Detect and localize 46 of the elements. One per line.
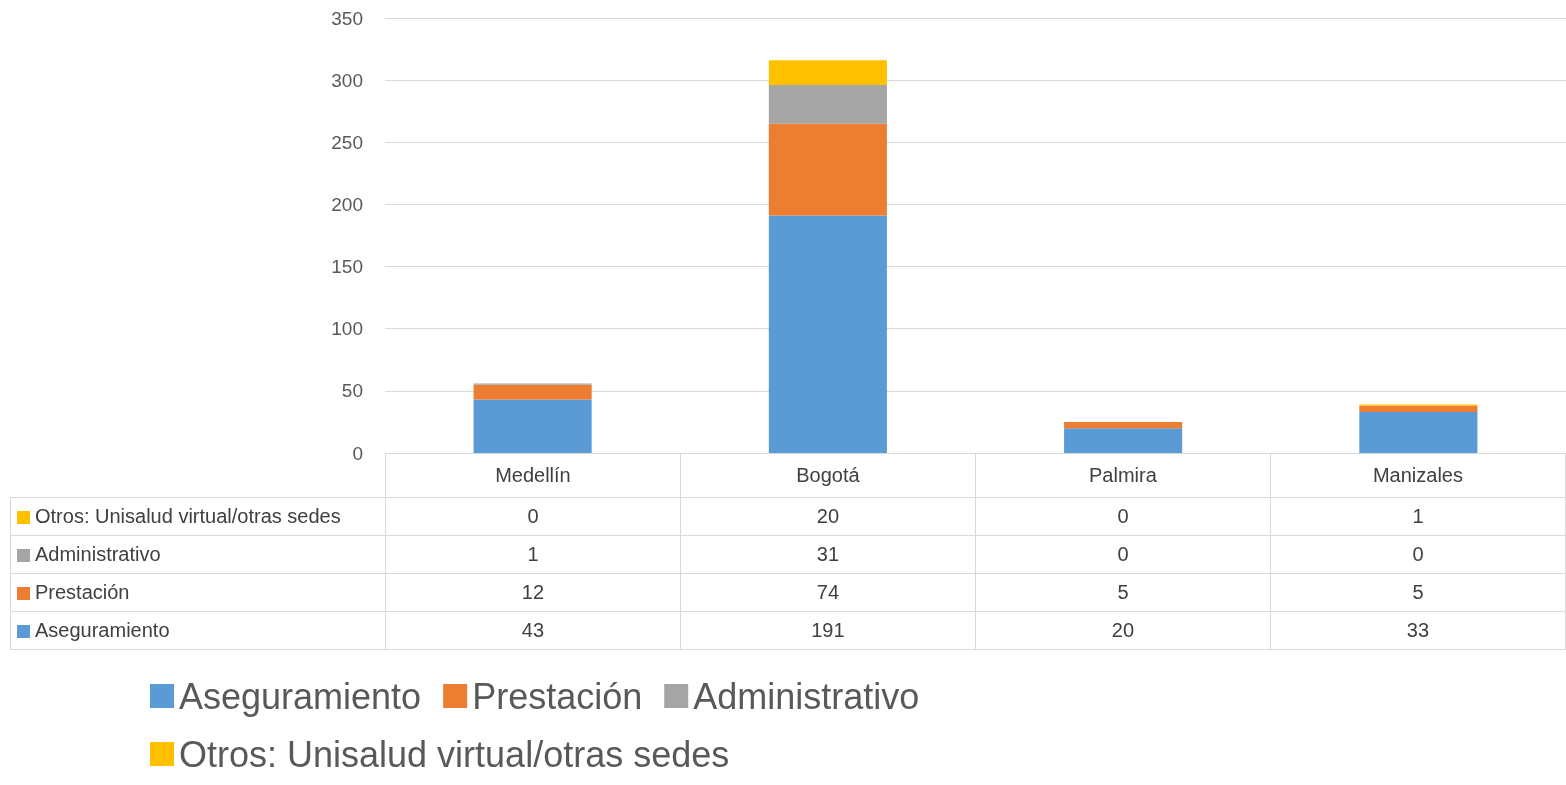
data-label: 20 <box>680 497 976 536</box>
data-label: 20 <box>975 611 1271 650</box>
legend-label: Aseguramiento <box>179 675 422 717</box>
data-label: 1 <box>385 535 681 574</box>
data-label: 0 <box>975 497 1271 536</box>
y-tick-label: 100 <box>331 318 363 340</box>
y-tick-label: 150 <box>331 256 363 278</box>
data-label: 0 <box>1270 535 1566 574</box>
bar <box>473 384 592 400</box>
x-tick-label: Manizales <box>1270 453 1566 498</box>
bar <box>768 215 887 453</box>
data-label: 191 <box>680 611 976 650</box>
bar <box>1064 421 1183 429</box>
y-tick-label: 200 <box>331 193 363 215</box>
data-label: 0 <box>385 497 681 536</box>
y-tick-label: 350 <box>331 7 363 29</box>
data-label: 43 <box>385 611 681 650</box>
bar <box>768 85 887 124</box>
y-tick-label: 250 <box>331 131 363 153</box>
bar <box>473 399 592 453</box>
data-label: 5 <box>975 573 1271 612</box>
text: Prestación <box>35 581 130 603</box>
text: Administrativo <box>35 543 161 565</box>
bar <box>1064 428 1183 453</box>
y-tick-label: 300 <box>331 69 363 91</box>
bar <box>768 123 887 216</box>
x-tick-label: Bogotá <box>680 453 976 498</box>
bar <box>1359 405 1478 412</box>
legend-label: Administrativo <box>693 675 920 717</box>
data-label: 0 <box>975 535 1271 574</box>
x-tick-label: Palmira <box>975 453 1271 498</box>
bar <box>1359 411 1478 453</box>
data-label: 31 <box>680 535 976 574</box>
data-label: 5 <box>1270 573 1566 612</box>
legend-label: Otros: Unisalud virtual/otras sedes <box>179 733 730 775</box>
y-tick-label: 0 <box>352 442 363 464</box>
legend-label: Prestación <box>472 675 643 717</box>
data-label: 74 <box>680 573 976 612</box>
data-label: 33 <box>1270 611 1566 650</box>
y-tick-label: 50 <box>341 380 363 402</box>
text: Aseguramiento <box>35 619 170 641</box>
text: Otros: Unisalud virtual/otras sedes <box>35 505 341 527</box>
data-label: 1 <box>1270 497 1566 536</box>
data-label: 12 <box>385 573 681 612</box>
x-tick-label: Medellín <box>385 453 681 498</box>
bar <box>768 60 887 86</box>
